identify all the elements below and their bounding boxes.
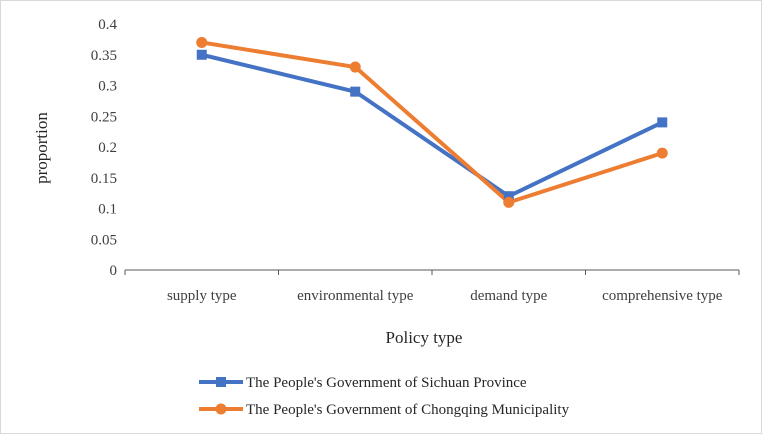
data-point — [503, 196, 515, 208]
data-point — [503, 191, 514, 202]
y-tick-label: 0.2 — [98, 140, 117, 156]
legend-marker — [215, 403, 227, 415]
data-point — [657, 117, 668, 128]
y-tick-label: 0.05 — [91, 232, 117, 248]
data-point — [196, 36, 208, 48]
x-tick-label: environmental type — [297, 288, 414, 304]
series-markers — [196, 36, 668, 208]
y-axis-ticks: 0 0.05 0.1 0.15 0.2 0.25 0.3 0.35 0.4 — [91, 17, 118, 279]
data-point — [350, 86, 361, 97]
data-point — [349, 61, 361, 73]
y-axis-title: proportion — [32, 112, 51, 184]
y-tick-label: 0 — [110, 263, 118, 279]
x-tick-label: demand type — [470, 288, 547, 304]
series-lines — [201, 40, 664, 205]
y-tick-label: 0.4 — [98, 17, 117, 33]
x-axis — [124, 269, 740, 275]
legend-label: The People's Government of Chongqing Mun… — [246, 402, 570, 418]
legend: The People's Government of Sichuan Provi… — [199, 375, 570, 418]
x-axis-title: Policy type — [386, 328, 463, 347]
y-tick-label: 0.35 — [91, 48, 117, 64]
y-tick-label: 0.15 — [91, 171, 117, 187]
legend-label: The People's Government of Sichuan Provi… — [246, 375, 527, 391]
data-point — [656, 147, 668, 159]
data-point — [196, 49, 207, 60]
x-axis-categories: supply type environmental type demand type… — [167, 288, 723, 304]
x-tick-label: supply type — [167, 288, 237, 304]
x-tick-label: comprehensive type — [602, 288, 723, 304]
y-tick-label: 0.25 — [91, 109, 117, 125]
legend-marker — [216, 377, 226, 387]
y-tick-label: 0.1 — [98, 202, 117, 218]
legend-entry: The People's Government of Chongqing Mun… — [199, 402, 570, 418]
series-line — [201, 52, 664, 199]
series-line — [201, 40, 663, 205]
legend-entry: The People's Government of Sichuan Provi… — [199, 375, 527, 391]
y-tick-label: 0.3 — [98, 79, 117, 95]
